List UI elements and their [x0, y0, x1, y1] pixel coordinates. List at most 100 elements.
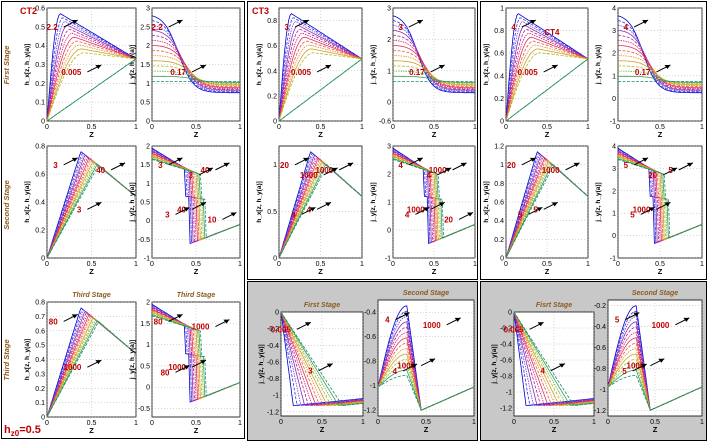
annotation-arrowhead [331, 167, 338, 172]
x-tick-label: 0 [150, 124, 154, 131]
x-tick-label: 1 [700, 261, 704, 268]
annotation-label: 4 [624, 23, 629, 32]
y-tick-label: 0.8 [35, 300, 45, 307]
x-tick-label: 0.5 [316, 261, 326, 268]
annotation-arrowhead [347, 162, 354, 167]
x-tick-label: 1 [473, 261, 477, 268]
series-line [46, 17, 137, 122]
x-tick-label: 1 [586, 261, 590, 268]
y-tick-label: -1 [370, 383, 376, 390]
series-line [505, 44, 589, 122]
y-tick-label: -1 [273, 393, 279, 400]
series-line [392, 20, 475, 93]
series-line [152, 70, 240, 84]
y-axis-label: j_y[z, h_y(a)] [258, 344, 265, 384]
chart-ct3-first-h: 0 0.2 0.4 0.6 0.8 0 0.5 1 Zh_x[z, h_y(a)] 3 0.005 [256, 7, 364, 139]
annotation-arrowhead [640, 363, 647, 368]
annotation-label: 1000 [633, 205, 651, 214]
y-tick-label: 0.5 [140, 100, 150, 107]
series-line [505, 32, 589, 122]
annotation-label: 3 [189, 171, 194, 180]
y-tick-label: -0.8 [500, 374, 512, 381]
y-tick-label: 1.5 [140, 321, 150, 328]
series-line [278, 164, 363, 259]
series-line [513, 311, 595, 407]
y-tick-label: 0.3 [35, 371, 45, 378]
annotation-label: 3 [158, 161, 163, 170]
series-line [505, 13, 589, 122]
annotation-label: 80 [154, 317, 163, 326]
series-line [46, 25, 137, 122]
annotation-arrowhead [230, 212, 237, 217]
y-tick-label: 0.7 [35, 314, 45, 321]
y-tick-label: -1 [385, 256, 391, 263]
x-axis-label: Z [658, 130, 663, 139]
y-tick-label: -0.8 [267, 376, 279, 383]
annotation-label: 5 [668, 166, 673, 175]
series-line [278, 162, 363, 259]
annotation-label: 1000 [407, 205, 425, 214]
chart-title: Second Stage [632, 290, 678, 297]
series-line [392, 44, 475, 88]
series-line [617, 34, 702, 90]
series-line [278, 28, 363, 122]
x-axis-label: Z [320, 425, 325, 434]
x-tick-label: 0 [45, 420, 49, 427]
series-line [46, 48, 137, 122]
series-line [46, 44, 137, 122]
annotation-arrowhead [445, 167, 452, 172]
annotation-label: 1000 [64, 363, 82, 372]
y-tick-label: 2 [146, 144, 150, 151]
y-tick-label: 1 [273, 162, 277, 169]
annotation-arrowhead [664, 64, 671, 69]
y-tick-label: -0.2 [500, 326, 512, 333]
y-tick-label: 0 [41, 119, 45, 126]
y-tick-label: 0.4 [494, 218, 504, 225]
series-line [505, 48, 589, 122]
annotation-label: 0.005 [61, 68, 82, 77]
series-line [151, 315, 241, 397]
y-tick-label: 2 [387, 37, 391, 44]
y-tick-label: 0.4 [35, 43, 45, 50]
annotation-arrowhead [71, 157, 78, 162]
y-tick-label: 3 [612, 166, 616, 173]
series-line [278, 52, 363, 122]
x-tick-label: 0 [391, 261, 395, 268]
annotation-label: 1000 [429, 166, 447, 175]
annotation-arrowhead [183, 365, 190, 370]
annotation-arrowhead [537, 322, 544, 327]
chart-ct4-low-second: -1.2 -1 -0.8 -0.6 -0.4 -0.2 0 0.5 1 Z Second Stage… [594, 290, 704, 434]
annotation-arrowhead [95, 202, 102, 207]
y-tick-label: -0.2 [267, 326, 279, 333]
annotation-arrowhead [642, 157, 649, 162]
x-tick-label: 1 [238, 420, 242, 427]
y-tick-label: 0.4 [267, 68, 277, 75]
x-tick-label: 1 [592, 419, 596, 426]
y-tick-label: 0.6 [494, 200, 504, 207]
series-line [46, 13, 137, 122]
annotation-arrowhead [200, 202, 207, 207]
annotation-label: 1000 [423, 321, 441, 330]
y-tick-label: 0.2 [267, 93, 277, 100]
y-tick-label: 0 [146, 218, 150, 225]
chart-ct3-low-first: -1.2 -1 -0.8 -0.6 -0.4 -0.2 0 0 0.5 1 Zj_y[z, h_y(… [258, 302, 365, 434]
h-z0-label: hz0=0.5 [4, 424, 41, 439]
series-line [151, 34, 240, 90]
x-tick-label: 0.5 [549, 419, 559, 426]
annotation-arrowhead [403, 312, 410, 317]
x-axis-label: Z [194, 130, 199, 139]
annotation-arrowhead [200, 64, 207, 69]
annotation-arrowhead [176, 314, 183, 319]
y-axis-label: j_y[z, h_y(a)] [595, 182, 602, 222]
y-tick-label: 1 [387, 200, 391, 207]
series-line [46, 28, 137, 122]
y-axis-label: h_x[z, h_y(a)] [483, 181, 490, 223]
annotation-arrowhead [95, 360, 102, 365]
series-line [617, 20, 702, 93]
x-tick-label: 0.5 [429, 124, 439, 131]
x-axis-label: Z [432, 130, 437, 139]
row-label: Third Stage [2, 339, 11, 380]
y-axis-label: h_x[z, h_y(a)] [483, 44, 490, 86]
y-tick-label: 0 [612, 96, 616, 103]
